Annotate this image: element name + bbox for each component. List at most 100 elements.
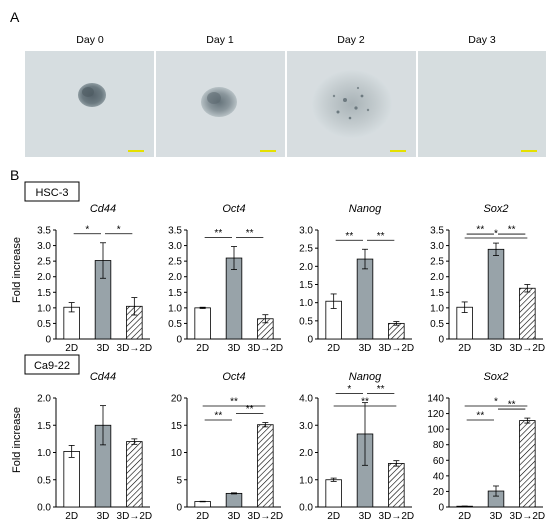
- micrograph-day3: [418, 51, 546, 157]
- y-axis-label-row1: Fold increase: [11, 237, 23, 303]
- y-axis-label-row2: Fold increase: [11, 407, 23, 473]
- y-tick-label: 0: [45, 335, 51, 346]
- y-tick-label: 10: [171, 448, 183, 459]
- y-tick-label: 1.0: [299, 475, 313, 486]
- y-tick-label: 5: [176, 475, 182, 486]
- y-tick-label: 3.0: [168, 241, 182, 252]
- chart-title: Cd44: [90, 371, 116, 383]
- y-tick-label: 1.5: [299, 280, 313, 291]
- y-tick-label: 1.5: [430, 288, 444, 299]
- bar: [388, 462, 405, 508]
- chart-title: Oct4: [222, 371, 245, 383]
- y-tick-label: 0: [438, 335, 444, 346]
- y-tick-label: 20: [433, 487, 445, 498]
- sig-label: **: [508, 400, 516, 411]
- y-tick-label: 1.0: [168, 303, 182, 314]
- scale-bar: [390, 150, 406, 152]
- chart-2: Nanog 0 0.5 1.0 1.5 2.0 2.5 3.0 2D 3D 3D→2D ** **: [299, 203, 414, 354]
- micrograph-day2: [287, 51, 416, 157]
- y-tick-label: 0: [176, 335, 182, 346]
- y-tick-label: 1.5: [37, 421, 51, 432]
- y-tick-label: 1.0: [299, 298, 313, 309]
- sig-label: **: [246, 404, 254, 415]
- x-tick-label: 2D: [65, 511, 78, 522]
- bar: [194, 501, 211, 508]
- y-tick-label: 3.0: [37, 241, 51, 252]
- y-tick-label: 0.0: [37, 503, 51, 514]
- x-tick-label: 3D: [490, 343, 503, 354]
- bar: [519, 287, 536, 340]
- sig-label: **: [377, 384, 385, 395]
- bar: [487, 248, 505, 340]
- x-tick-label: 2D: [327, 511, 340, 522]
- y-tick-label: 40: [433, 471, 445, 482]
- x-tick-label: 3D→2D: [379, 343, 415, 354]
- y-tick-label: 0: [438, 503, 444, 514]
- bar: [225, 492, 243, 508]
- y-tick-label: 1.0: [37, 303, 51, 314]
- sig-label: *: [494, 397, 498, 408]
- x-tick-label: 3D: [228, 343, 241, 354]
- chart-0: Cd44 0 0.5 1.0 1.5 2.0 2.5 3.0 3.5 2D 3D 3D→2D * *: [37, 203, 152, 354]
- scale-bar: [128, 150, 144, 152]
- y-tick-label: 2.0: [37, 272, 51, 283]
- y-tick-label: 1.0: [430, 303, 444, 314]
- bar: [225, 257, 243, 340]
- sig-label: **: [246, 228, 254, 239]
- y-tick-label: 1.5: [168, 288, 182, 299]
- chart-title: Nanog: [349, 203, 382, 215]
- x-tick-label: 3D: [97, 343, 110, 354]
- y-tick-label: 2.0: [299, 262, 313, 273]
- sig-label: **: [508, 225, 516, 236]
- y-tick-label: 0.5: [168, 319, 182, 330]
- y-tick-label: 3.5: [37, 226, 51, 237]
- y-tick-label: 2.0: [299, 448, 313, 459]
- y-tick-label: 20: [171, 394, 183, 405]
- sig-label: *: [494, 229, 498, 240]
- sig-label: **: [476, 411, 484, 422]
- bar: [325, 479, 342, 508]
- y-tick-label: 2.0: [430, 272, 444, 283]
- y-tick-label: 0.5: [37, 319, 51, 330]
- bar: [257, 424, 274, 508]
- x-tick-label: 2D: [458, 343, 471, 354]
- y-tick-label: 120: [427, 409, 444, 420]
- panel-a-label: A: [10, 9, 20, 25]
- panel-b-label: B: [10, 167, 19, 183]
- y-tick-label: 0.5: [37, 475, 51, 486]
- y-tick-label: 0.0: [299, 503, 313, 514]
- day-label-3: Day 3: [468, 34, 496, 46]
- sig-label: **: [214, 228, 222, 239]
- y-tick-label: 80: [433, 440, 445, 451]
- y-tick-label: 0.5: [299, 316, 313, 327]
- y-tick-label: 100: [427, 425, 444, 436]
- y-tick-label: 2.5: [299, 244, 313, 255]
- micrograph-day1: [156, 51, 285, 157]
- chart-title: Cd44: [90, 203, 116, 215]
- y-tick-label: 2.0: [168, 272, 182, 283]
- row-label-box-ca922: [24, 354, 80, 375]
- y-tick-label: 1.5: [37, 288, 51, 299]
- bar: [356, 258, 374, 340]
- x-tick-label: 2D: [327, 343, 340, 354]
- x-tick-label: 3D→2D: [379, 511, 415, 522]
- chart-1: Oct4 0 0.5 1.0 1.5 2.0 2.5 3.0 3.5 2D 3D 3D→2D ** **: [168, 203, 283, 354]
- chart-4: Cd44 0.0 0.5 1.0 1.5 2.0 2D 3D 3D→2D: [37, 371, 152, 522]
- chart-5: Oct4 0 5 10 15 20 2D 3D 3D→2D ** ** **: [171, 371, 283, 522]
- sig-label: **: [230, 397, 238, 408]
- x-tick-label: 3D: [490, 511, 503, 522]
- x-tick-label: 3D→2D: [510, 511, 546, 522]
- sig-label: **: [377, 231, 385, 242]
- y-tick-label: 2.5: [168, 257, 182, 268]
- x-tick-label: 3D→2D: [248, 343, 284, 354]
- y-tick-label: 3.0: [299, 421, 313, 432]
- y-tick-label: 0: [176, 503, 182, 514]
- day-label-1: Day 1: [206, 34, 234, 46]
- y-tick-label: 15: [171, 421, 183, 432]
- y-tick-label: 140: [427, 394, 444, 405]
- x-tick-label: 3D→2D: [117, 511, 153, 522]
